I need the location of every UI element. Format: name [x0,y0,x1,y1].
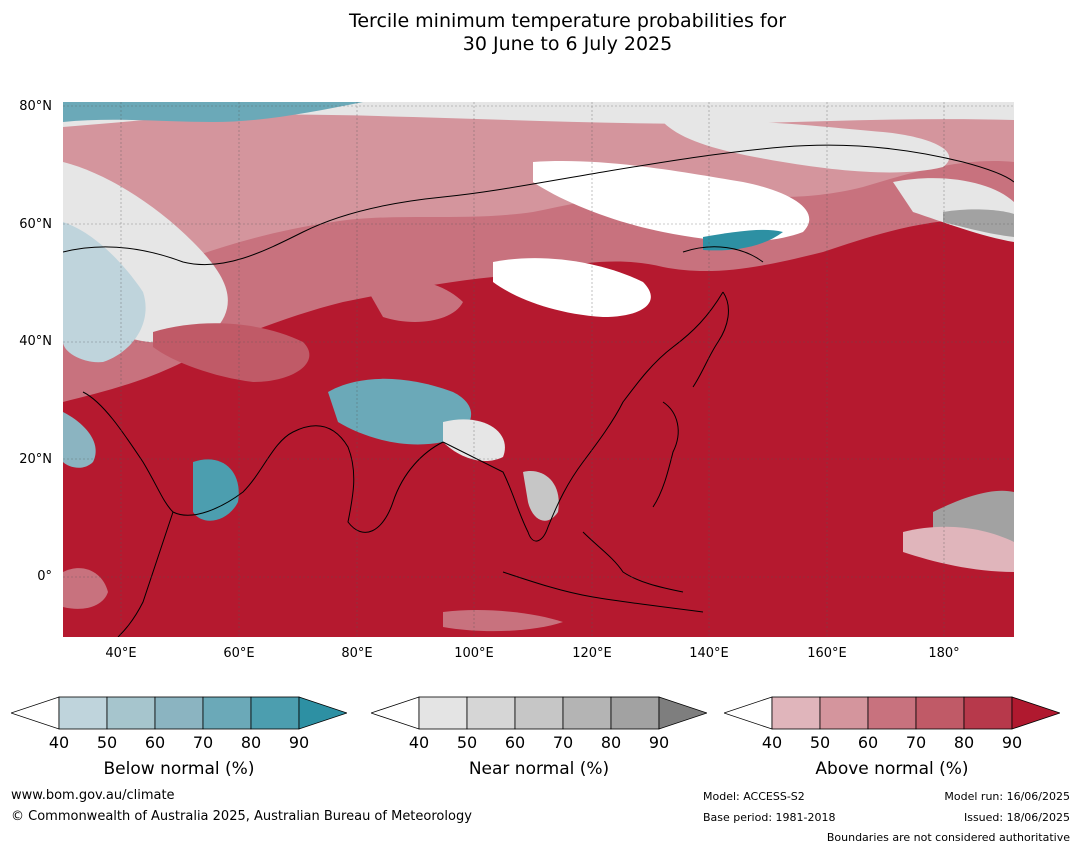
below-normal-swatch-4 [202,696,252,730]
near-normal-tick-70: 70 [552,733,574,752]
above-normal-swatch-2 [819,696,869,730]
above-normal-tick-50: 50 [809,733,831,752]
footer-disclaimer: Boundaries are not considered authoritat… [826,831,1070,844]
footer-base-period: Base period: 1981-2018 [703,811,836,824]
near-normal-swatch-high [658,696,707,730]
below-normal-tick-40: 40 [48,733,70,752]
near-normal-swatch-3 [514,696,564,730]
footer-model: Model: ACCESS-S2 [703,790,805,803]
above-normal-swatch-5 [963,696,1013,730]
above-normal-tick-80: 80 [953,733,975,752]
near-normal-tick-40: 40 [408,733,430,752]
lon-label-100e: 100°E [454,646,494,661]
below-normal-tick-60: 60 [144,733,166,752]
lon-label-120e: 120°E [572,646,612,661]
above-normal-tick-40: 40 [761,733,783,752]
above-normal-tick-60: 60 [857,733,879,752]
below-normal-swatch-low [11,696,60,730]
near-normal-label: Near normal (%) [468,759,610,779]
footer-website: www.bom.gov.au/climate [11,788,175,803]
lon-label-180: 180° [928,646,960,661]
above-normal-swatch-4 [915,696,965,730]
near-normal-tick-50: 50 [456,733,478,752]
title-line-2: 30 June to 6 July 2025 [462,33,673,55]
near-normal-swatch-4 [562,696,612,730]
above-normal-swatch-1 [771,696,821,730]
below-normal-label: Below normal (%) [103,759,255,779]
near-normal-tick-90: 90 [648,733,670,752]
above-normal-swatch-low [724,696,773,730]
above-normal-label: Above normal (%) [815,759,969,779]
below-normal-colorbar [11,696,347,730]
above-normal-colorbar [724,696,1060,730]
lon-label-60e: 60°E [223,646,255,661]
lat-label-0: 0° [37,569,52,584]
lon-label-160e: 160°E [807,646,847,661]
near-normal-colorbar [371,696,707,730]
probability-map [63,102,1014,637]
below-normal-swatch-3 [154,696,204,730]
lat-label-40n: 40°N [19,334,52,349]
near-normal-swatch-5 [610,696,660,730]
title-line-1: Tercile minimum temperature probabilitie… [348,10,787,32]
above-normal-swatch-high [1011,696,1060,730]
below-normal-swatch-2 [106,696,156,730]
above-normal-tick-70: 70 [905,733,927,752]
map-title: Tercile minimum temperature probabilitie… [0,10,1081,56]
footer-issued: Issued: 18/06/2025 [963,811,1070,824]
lat-label-80n: 80°N [19,99,52,114]
above-normal-swatch-3 [867,696,917,730]
footer-copyright: © Commonwealth of Australia 2025, Austra… [11,809,472,824]
lat-label-60n: 60°N [19,217,52,232]
below-normal-tick-70: 70 [192,733,214,752]
near-normal-swatch-2 [466,696,516,730]
below-normal-swatch-1 [58,696,108,730]
lon-label-140e: 140°E [689,646,729,661]
above-normal-tick-90: 90 [1001,733,1023,752]
below-normal-swatch-5 [250,696,300,730]
near-normal-swatch-low [371,696,420,730]
lon-label-80e: 80°E [341,646,373,661]
below-normal-tick-80: 80 [240,733,262,752]
below-normal-tick-50: 50 [96,733,118,752]
lon-label-40e: 40°E [105,646,137,661]
footer-model-run: Model run: 16/06/2025 [944,790,1070,803]
near-normal-tick-60: 60 [504,733,526,752]
map-field [63,102,1014,637]
below-normal-swatch-high [298,696,347,730]
below-normal-tick-90: 90 [288,733,310,752]
near-normal-swatch-1 [418,696,468,730]
near-normal-tick-80: 80 [600,733,622,752]
lat-label-20n: 20°N [19,452,52,467]
